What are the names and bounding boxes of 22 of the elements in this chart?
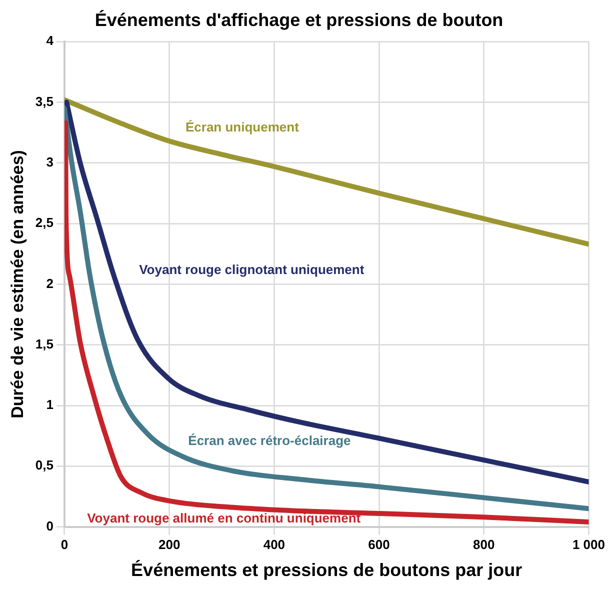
series-label: Écran uniquement (185, 120, 300, 135)
x-tick-label: 800 (473, 537, 495, 552)
series-label: Voyant rouge allumé en continu uniquement (87, 510, 362, 526)
y-tick-label: 2 (46, 276, 54, 291)
y-tick-label: 2,5 (35, 215, 54, 230)
y-tick-label: 1 (46, 397, 54, 412)
x-tick-label: 1 000 (572, 537, 606, 552)
x-tick-label: 0 (60, 537, 68, 552)
y-tick-label: 3,5 (35, 94, 54, 109)
x-tick-label: 400 (263, 537, 286, 552)
y-tick-label: 4 (46, 33, 54, 48)
chart-title: Événements d'affichage et pressions de bouton (94, 10, 504, 30)
y-tick-label: 0 (46, 518, 54, 534)
x-axis-title: Événements et pressions de boutons par jour (131, 560, 522, 580)
series-label: Écran avec rétro-éclairage (188, 432, 351, 448)
x-tick-label: 200 (158, 537, 180, 552)
series-label: Voyant rouge clignotant uniquement (139, 262, 365, 278)
y-tick-label: 0,5 (35, 458, 54, 473)
y-axis-title: Durée de vie estimée (en années) (8, 150, 27, 418)
x-tick-label: 600 (368, 537, 390, 552)
y-tick-label: 1,5 (35, 336, 54, 352)
y-tick-label: 3 (46, 154, 54, 170)
